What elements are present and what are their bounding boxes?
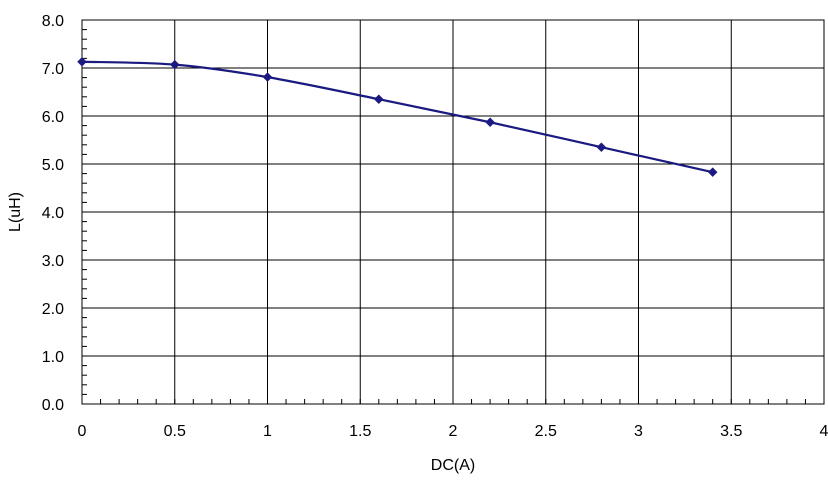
x-axis-label: DC(A): [431, 457, 475, 474]
data-point-marker: [77, 56, 87, 67]
series-line: [81, 60, 713, 174]
x-tick-label: 1.5: [349, 423, 371, 440]
y-tick-label: 2.0: [42, 301, 64, 318]
y-axis-label: L(uH): [7, 192, 24, 232]
series-layer: [77, 56, 718, 178]
data-point-marker: [262, 72, 273, 82]
y-tick-label: 6.0: [42, 109, 64, 126]
x-tick-label: 1: [263, 423, 272, 440]
x-tick-label: 0: [78, 423, 87, 440]
x-tick-label: 2: [449, 423, 458, 440]
data-point-marker: [596, 142, 607, 153]
data-point-marker: [707, 167, 718, 178]
x-tick-label: 4: [820, 423, 828, 440]
minor-ticks: [81, 19, 825, 405]
y-tick-label: 3.0: [42, 253, 64, 270]
y-tick-label: 0.0: [42, 397, 64, 414]
y-tick-label: 8.0: [42, 13, 64, 30]
x-tick-label: 3.5: [720, 423, 742, 440]
y-tick-label: 5.0: [42, 157, 64, 174]
y-tick-label: 7.0: [42, 61, 64, 78]
y-tick-label: 4.0: [42, 205, 64, 222]
data-point-marker: [169, 59, 180, 70]
x-axis-tick-labels: 0 0.5 1 1.5 2 2.5 3 3.5 4: [78, 423, 828, 440]
y-tick-label: 1.0: [42, 349, 64, 366]
grid: [81, 19, 825, 405]
x-tick-label: 0.5: [164, 423, 186, 440]
data-point-marker: [485, 117, 495, 128]
x-tick-label: 2.5: [535, 423, 557, 440]
data-point-marker: [373, 94, 384, 105]
x-tick-label: 3: [634, 423, 643, 440]
y-axis-tick-labels: 0.0 1.0 2.0 3.0 4.0 5.0 6.0 7.0 8.0: [42, 13, 64, 414]
